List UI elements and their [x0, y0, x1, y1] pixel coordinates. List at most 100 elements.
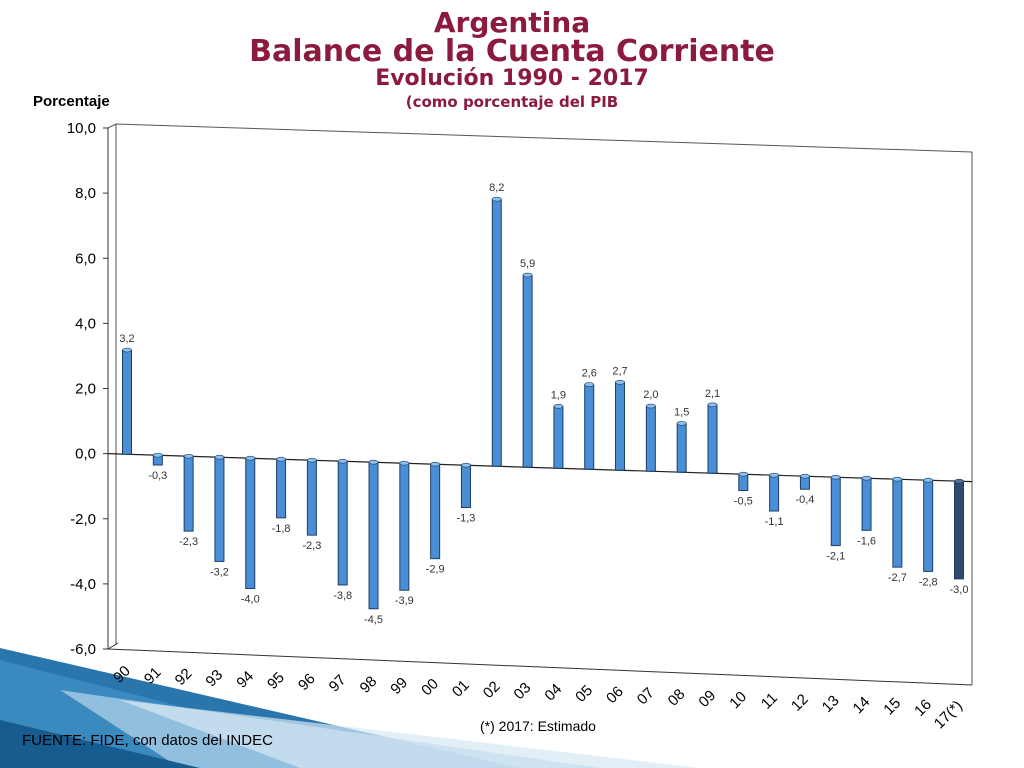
x-tick-label: 09	[695, 687, 719, 711]
y-tick-label: 10,0	[67, 120, 96, 137]
x-tick-label: 90	[110, 663, 134, 687]
x-axis	[107, 648, 973, 686]
bar	[923, 479, 934, 572]
bar-cap	[676, 421, 687, 426]
x-tick-label: 96	[295, 670, 319, 694]
x-tick-label: 08	[665, 686, 689, 710]
y-tick-label: 6,0	[75, 250, 96, 267]
chart-subtitle: Balance de la Cuenta Corriente	[249, 34, 775, 69]
x-tick-label: 15	[880, 695, 904, 719]
plot-frame-top	[107, 123, 973, 153]
data-label: 3,2	[119, 333, 134, 345]
x-tick-label: 94	[233, 668, 257, 692]
x-tick-label: 00	[418, 675, 442, 699]
bar-cap	[337, 458, 348, 464]
bar	[491, 198, 502, 467]
bar-cap	[461, 462, 471, 468]
chart-unit-note: (como porcentaje del PIB	[405, 93, 619, 111]
bar-cap	[800, 473, 810, 479]
x-tick-label: 99	[387, 674, 411, 698]
bar	[245, 457, 256, 589]
bar-cap	[769, 472, 779, 478]
bar	[553, 405, 564, 469]
x-tick-label: 95	[264, 669, 288, 693]
x-tick-label: 17(*)	[931, 697, 966, 732]
bar	[584, 384, 595, 470]
bar-cap	[399, 460, 410, 466]
bar-cap	[491, 196, 502, 202]
data-label: 2,7	[612, 365, 627, 377]
bar-cap	[214, 454, 225, 460]
data-label: 8,2	[489, 182, 504, 194]
bar	[460, 464, 471, 509]
data-label: 1,9	[551, 389, 566, 401]
data-label: -2,3	[179, 536, 198, 548]
data-label: -0,3	[148, 470, 167, 482]
x-tick-label: 04	[541, 681, 565, 705]
y-tick-label: 0,0	[75, 446, 96, 463]
data-label: -3,9	[395, 595, 414, 607]
bar	[954, 480, 964, 580]
bar	[430, 463, 441, 560]
data-label: -2,8	[919, 576, 938, 588]
bar	[399, 462, 410, 591]
bar-cap	[368, 459, 379, 465]
bar-cap	[153, 452, 163, 458]
data-label: -0,5	[734, 495, 753, 507]
data-label: -1,1	[765, 516, 784, 528]
y-axis-label: Porcentaje	[33, 93, 110, 110]
bar	[214, 456, 225, 562]
data-label: -3,2	[210, 566, 229, 578]
x-tick-label: 01	[449, 677, 473, 701]
bar	[337, 460, 348, 586]
x-tick-label: 11	[758, 690, 781, 713]
bar-cap	[307, 457, 317, 463]
bar	[676, 422, 687, 473]
y-tick-label: -4,0	[70, 576, 96, 593]
data-label: 5,9	[520, 258, 535, 270]
x-tick-label: 12	[788, 691, 812, 715]
data-label: 1,5	[674, 406, 689, 418]
bar-cap	[738, 471, 749, 477]
bar	[830, 476, 841, 547]
x-tick-label: 16	[911, 696, 935, 720]
bar	[183, 455, 194, 532]
data-label: -0,4	[795, 494, 814, 506]
data-label: -3,8	[333, 590, 352, 602]
bar-cap	[553, 404, 564, 409]
bar	[522, 274, 533, 468]
data-label: -1,6	[857, 535, 876, 547]
bar-cap	[522, 272, 533, 278]
x-tick-label: 98	[357, 673, 381, 697]
x-tick-label: 14	[850, 693, 874, 717]
bar	[769, 474, 780, 512]
x-tick-label: 06	[603, 683, 627, 707]
bar-cap	[830, 474, 841, 480]
bar-cap	[707, 402, 718, 408]
y-tick-label: 8,0	[75, 185, 96, 202]
y-tick-label: 2,0	[75, 381, 96, 398]
source-note: FUENTE: FIDE, con datos del INDEC	[22, 732, 273, 749]
x-tick-label: 93	[202, 666, 226, 690]
data-label: 2,0	[643, 389, 658, 401]
data-label: -1,8	[272, 523, 291, 535]
bar-cap	[430, 461, 440, 467]
bar-cap	[923, 477, 933, 483]
bar	[615, 381, 626, 471]
bar-cap	[122, 347, 132, 353]
data-label: 2,1	[705, 388, 720, 400]
x-tick-label: 91	[141, 664, 165, 688]
data-label: -3,0	[950, 584, 969, 596]
x-tick-label: 13	[819, 692, 843, 716]
data-label: -2,1	[826, 551, 845, 563]
x-tick-label: 92	[172, 665, 196, 689]
y-tick-label: -6,0	[70, 641, 96, 658]
bar	[738, 473, 749, 491]
bar-cap	[646, 403, 656, 409]
bar-cap	[892, 476, 903, 482]
bar	[707, 404, 718, 474]
bar	[276, 458, 287, 519]
x-tick-label: 07	[634, 684, 658, 708]
